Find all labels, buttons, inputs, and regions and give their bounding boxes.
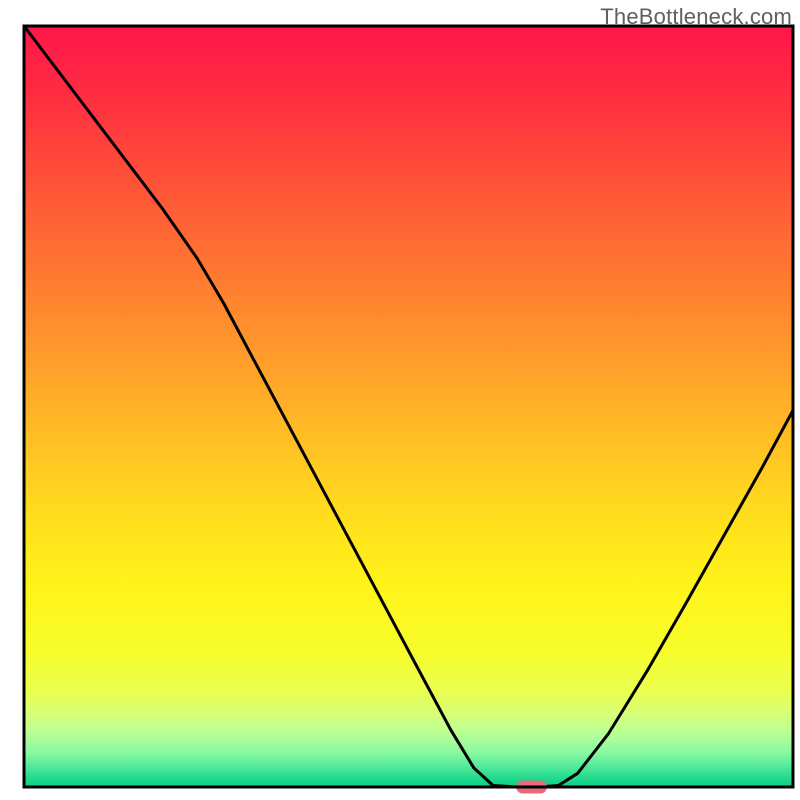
chart-container: TheBottleneck.com (0, 0, 800, 800)
bottleneck-chart (0, 0, 800, 800)
watermark-text: TheBottleneck.com (600, 4, 792, 30)
gradient-background (24, 26, 793, 787)
